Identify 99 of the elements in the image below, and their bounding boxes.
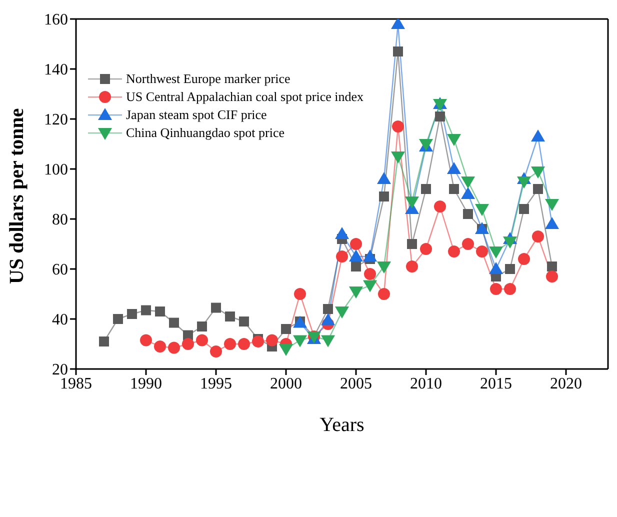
point [239, 316, 249, 326]
point [531, 130, 545, 142]
point [545, 199, 559, 211]
point [225, 312, 235, 322]
point [349, 250, 363, 262]
y-tick-label: 80 [52, 212, 68, 229]
point [335, 227, 349, 239]
point [532, 230, 544, 242]
point [461, 176, 475, 188]
point [279, 344, 293, 356]
point [168, 342, 180, 354]
point [420, 243, 432, 255]
point [393, 46, 403, 56]
point [211, 302, 221, 313]
point [531, 166, 545, 178]
point [321, 335, 335, 348]
point [349, 286, 363, 298]
point [196, 334, 208, 346]
y-tick-label: 100 [44, 162, 68, 179]
point [463, 209, 473, 219]
legend-label: US Central Appalachian coal spot price index [126, 89, 364, 105]
y-axis-title: US dollars per tonne [6, 108, 28, 284]
point [546, 270, 558, 282]
point [518, 253, 530, 265]
point [519, 204, 529, 214]
point [391, 19, 405, 29]
point [503, 236, 517, 248]
point [266, 334, 278, 346]
x-tick-label: 2010 [410, 375, 442, 392]
legend-label: Japan steam spot CIF price [126, 107, 267, 123]
x-tick-label: 1995 [200, 375, 232, 392]
point [421, 184, 431, 194]
x-tick-label: 2005 [340, 375, 372, 392]
point [435, 112, 445, 122]
point [127, 309, 137, 319]
point [197, 322, 207, 332]
point [447, 162, 461, 174]
point [392, 120, 404, 132]
point [154, 340, 166, 352]
point [141, 305, 151, 316]
y-tick-label: 120 [44, 112, 68, 129]
legend-label: Northwest Europe marker price [126, 71, 290, 87]
point [364, 268, 376, 280]
point [182, 338, 194, 350]
point [475, 204, 489, 216]
point [504, 283, 516, 295]
point [99, 336, 109, 346]
point [335, 306, 349, 318]
point [545, 217, 559, 229]
x-tick-label: 2000 [270, 375, 302, 392]
point [238, 338, 250, 350]
point [489, 246, 503, 258]
point [169, 318, 179, 328]
y-tick-label: 140 [44, 62, 68, 79]
point [449, 184, 459, 194]
point [281, 324, 291, 334]
point [448, 246, 460, 258]
point [224, 338, 236, 350]
x-tick-label: 1990 [130, 375, 162, 392]
point [407, 239, 417, 249]
point [294, 288, 306, 300]
y-tick-label: 60 [52, 262, 68, 279]
point [155, 306, 165, 316]
legend-label: China Qinhuangdao spot price [126, 125, 284, 141]
point [363, 250, 377, 262]
point [490, 283, 502, 295]
point [379, 192, 389, 202]
point [323, 304, 333, 314]
point [517, 176, 531, 188]
point [476, 246, 488, 258]
x-tick-label: 2015 [480, 375, 512, 392]
point [405, 196, 419, 208]
point [447, 134, 461, 146]
point [406, 260, 418, 272]
point [391, 152, 405, 164]
x-tick-label: 2020 [550, 375, 582, 392]
point [462, 238, 474, 250]
point [505, 264, 515, 274]
point [378, 288, 390, 300]
point [336, 250, 348, 262]
point [140, 334, 152, 346]
point [461, 187, 475, 199]
point [363, 280, 377, 292]
point [351, 262, 361, 272]
point [113, 314, 123, 324]
x-axis-title: Years [320, 414, 365, 436]
point [489, 262, 503, 274]
y-tick-label: 40 [52, 312, 68, 329]
point [350, 238, 362, 250]
point [377, 172, 391, 184]
point [547, 262, 557, 272]
point [252, 336, 264, 348]
point [533, 184, 543, 194]
point [434, 200, 446, 212]
point [321, 313, 335, 326]
point [293, 335, 307, 348]
point [377, 262, 391, 274]
point [210, 346, 222, 358]
y-tick-label: 160 [44, 12, 68, 29]
